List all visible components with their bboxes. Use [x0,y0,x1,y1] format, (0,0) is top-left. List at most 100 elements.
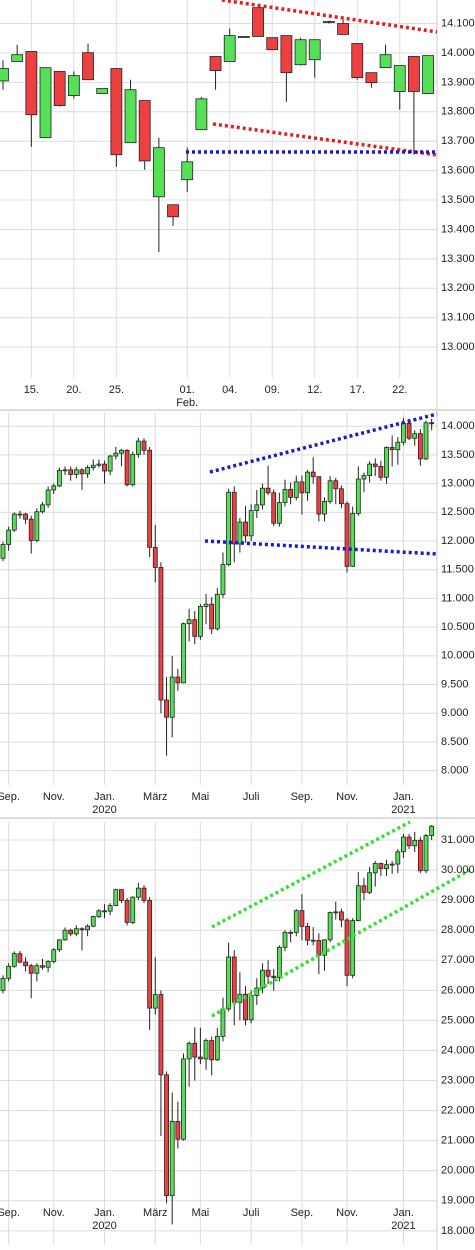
candle-body [158,567,164,701]
x-tick-label: 20. [66,384,81,396]
y-tick-label: 27.000 [441,954,475,966]
candle-body [265,969,271,977]
candle-body [62,929,68,941]
candle-body [282,488,288,503]
candle-body [344,503,350,567]
candle-body [337,23,349,35]
y-tick-label: 31.000 [441,834,475,846]
candle-body [135,440,141,455]
candle-body [248,995,254,1021]
candle-body [68,469,74,475]
candle-body [124,89,137,144]
candle-body [119,889,124,901]
candle-body [164,1074,169,1197]
candle-body [209,1040,215,1061]
candle-body [186,1042,192,1060]
candle-body [96,88,109,94]
candle-body [316,940,322,956]
candle-body [34,511,40,541]
candle-body [57,470,62,487]
candle-body [338,488,344,505]
candle-body [395,441,401,451]
x-tick-label: Sep. [291,1207,314,1219]
candle-body [197,606,203,637]
trend-line [221,0,438,34]
candle-body [23,513,28,520]
candle-body [243,993,248,1021]
y-tick-label: 29.000 [441,894,475,906]
y-tick-label: 13.500 [441,194,475,206]
y-tick-label: 13.000 [441,341,475,353]
candle-body [406,836,412,847]
candle-body [214,1035,220,1061]
candle-body [96,910,102,917]
candle-body [17,513,23,516]
candle-body [252,7,264,37]
x-tick-sublabel: 2021 [391,804,415,816]
candle-body [378,465,384,478]
x-tick-label: Mai [192,1207,210,1219]
y-tick-label: 21.000 [441,1135,475,1147]
x-tick-label: Sep. [291,791,314,803]
candle-body [0,977,6,991]
y-tick-label: 19.000 [441,1195,475,1207]
candle-body [220,1008,226,1037]
candle-body [365,72,378,84]
candle-body [73,469,79,475]
candle-body [23,961,28,967]
y-tick-label: 22.000 [441,1105,475,1117]
candle-body [361,475,367,480]
candle-body [197,1056,203,1060]
candle-body [130,896,136,923]
candle-body [237,36,250,38]
y-tick-label: 12.000 [441,535,475,547]
x-tick-label: 22. [392,384,407,396]
candle-body [25,51,38,116]
candle-body [322,939,327,956]
candle-body [372,863,378,874]
candle-body [422,55,435,94]
candle-body [39,67,52,139]
candle-body [90,916,96,927]
candle-body [276,946,282,978]
candle-body [266,37,279,51]
y-tick-label: 13.100 [441,312,475,324]
candle-body [53,71,66,107]
candle-body [395,851,401,865]
y-tick-label: 13.700 [441,135,475,147]
candle-body [45,961,51,968]
candle-body [79,469,85,475]
candle-body [423,835,429,872]
candle-body [237,521,243,545]
candle-body [130,453,136,486]
y-tick-label: 10.000 [441,650,475,662]
candle-body [293,910,299,933]
candle-body [0,544,6,559]
candle-body [401,422,406,443]
y-tick-label: 28.000 [441,924,475,936]
candle-body [288,488,294,498]
candle-body [141,887,147,901]
candle-body [401,836,406,853]
candle-body [40,965,45,968]
candle-body [107,455,113,472]
candle-body [11,54,24,62]
candle-body [299,910,305,927]
candle-body [181,161,194,181]
candle-body [372,463,378,467]
candle-body [282,931,288,948]
candle-body [412,839,418,847]
candle-body [299,481,305,494]
candle-body [147,900,153,1009]
candle-body [181,623,186,684]
candle-body [167,204,179,218]
x-tick-label: 04. [222,384,237,396]
candle-body [350,920,356,976]
candle-body [68,929,74,935]
candle-body [124,900,130,923]
candle-body [231,956,237,1003]
trend-line [211,868,471,1018]
x-tick-label: Jan. [94,1207,115,1219]
x-tick-label: Sep. [0,1207,20,1219]
